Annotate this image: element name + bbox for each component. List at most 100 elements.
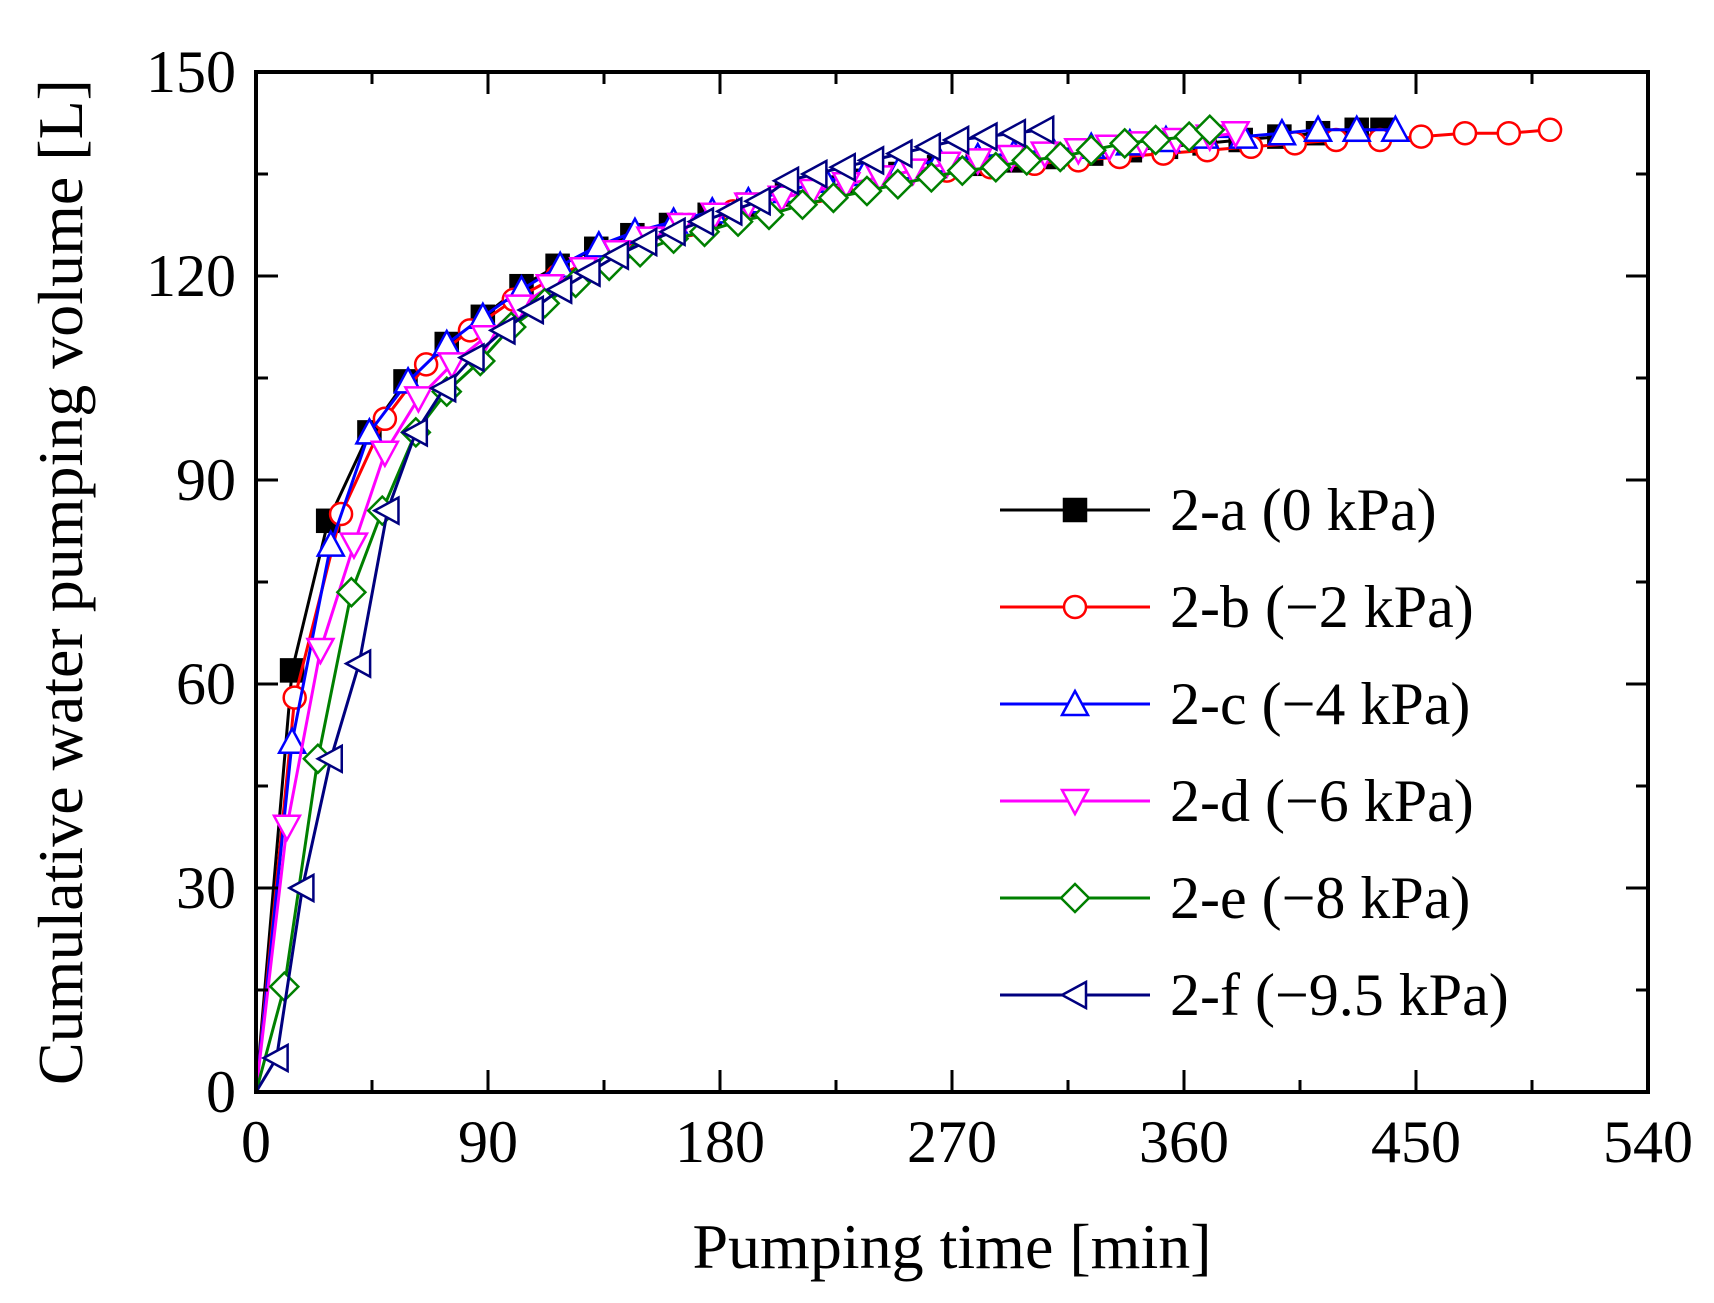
legend-item: 2-c (−4 kPa): [1000, 671, 1470, 737]
x-tick-label: 540: [1603, 1109, 1693, 1175]
data-point: [1452, 120, 1478, 146]
data-point: [372, 406, 398, 432]
data-point: [786, 188, 819, 221]
x-axis-title: Pumping time [min]: [692, 1211, 1211, 1282]
legend-label: 2-e (−8 kPa): [1170, 865, 1470, 931]
data-point: [743, 186, 771, 217]
data-point: [1266, 117, 1298, 146]
legend-marker: [1059, 979, 1088, 1011]
data-point: [1044, 141, 1077, 173]
data-point: [1026, 114, 1055, 145]
data-point: [1220, 120, 1251, 149]
series-2-f-9-5-kpa: [254, 114, 1055, 1093]
data-point: [276, 726, 308, 755]
legend: 2-a (0 kPa) 2-b (−2 kPa) 2-c (−4 kPa) 2-d (…: [1000, 477, 1509, 1028]
data-point: [941, 124, 970, 156]
data-point: [1496, 120, 1522, 146]
data-point: [286, 872, 315, 904]
x-tick-label: 270: [907, 1109, 997, 1175]
data-point: [884, 138, 913, 169]
data-point: [354, 416, 385, 445]
y-axis-title: Cumulative water pumping volume [L]: [25, 79, 96, 1085]
data-point: [403, 386, 434, 415]
data-point: [714, 196, 743, 227]
x-tick-label: 90: [458, 1109, 518, 1175]
legend-label: 2-a (0 kPa): [1170, 477, 1437, 543]
axes: 0 90 180 270 360 450 540 0 30 60 90 120 150: [146, 39, 1693, 1175]
data-point: [962, 148, 993, 177]
x-tick-label: 450: [1371, 1109, 1461, 1175]
data-point: [338, 532, 370, 561]
data-point: [1341, 114, 1372, 143]
data-point: [856, 145, 885, 176]
legend-marker: [1059, 688, 1091, 717]
legend-marker: [1059, 788, 1091, 817]
data-point: [305, 637, 336, 666]
data-point: [915, 161, 948, 194]
legend-label: 2-b (−2 kPa): [1170, 574, 1474, 640]
legend-item: 2-a (0 kPa): [1000, 477, 1437, 543]
data-point: [1302, 114, 1334, 143]
data-point: [487, 315, 516, 346]
data-point: [436, 352, 468, 381]
data-point: [516, 294, 545, 326]
data-point: [1380, 114, 1411, 143]
data-point: [980, 151, 1012, 183]
plot-area: [254, 70, 1650, 1094]
data-point: [1139, 124, 1172, 156]
y-tick-label: 0: [206, 1059, 236, 1125]
data-point: [686, 206, 715, 237]
y-tick-label: 150: [146, 39, 236, 105]
y-tick-label: 30: [176, 855, 236, 921]
data-point: [882, 168, 914, 200]
series-line: [254, 131, 1236, 1093]
data-point: [371, 495, 400, 526]
data-point: [657, 216, 686, 247]
series-line: [254, 128, 1043, 1093]
data-point: [828, 152, 856, 183]
y-tick-label: 90: [176, 447, 236, 513]
legend-item: 2-b (−2 kPa): [1000, 574, 1474, 640]
data-point: [572, 257, 601, 288]
data-point: [766, 185, 797, 214]
data-point: [946, 154, 979, 187]
legend-item: 2-e (−8 kPa): [1000, 865, 1470, 931]
legend-marker: [1062, 497, 1088, 523]
legend-marker: [1059, 882, 1091, 914]
legend-item: 2-d (−6 kPa): [1000, 768, 1474, 834]
x-tick-label: 180: [675, 1109, 765, 1175]
legend-item: 2-f (−9.5 kPa): [1000, 962, 1509, 1028]
legend-label: 2-f (−9.5 kPa): [1170, 962, 1509, 1028]
data-point: [544, 274, 573, 305]
data-point: [343, 648, 372, 679]
data-point: [428, 373, 457, 404]
data-point: [1194, 114, 1226, 146]
data-point: [1537, 117, 1563, 143]
data-point: [898, 158, 929, 187]
data-point: [799, 158, 828, 190]
data-point: [1075, 134, 1107, 166]
data-point: [601, 240, 630, 271]
data-point: [913, 131, 942, 162]
data-point: [629, 226, 658, 258]
data-point: [1408, 124, 1434, 149]
data-point: [369, 440, 400, 469]
legend-label: 2-d (−6 kPa): [1170, 768, 1474, 834]
data-point: [315, 743, 344, 774]
y-tick-label: 60: [176, 651, 236, 717]
x-tick-label: 360: [1139, 1109, 1229, 1175]
series-group: [254, 114, 1563, 1093]
data-point: [1010, 144, 1043, 177]
data-point: [271, 814, 303, 843]
data-point: [998, 118, 1027, 149]
data-point: [335, 576, 368, 608]
legend-marker: [1062, 594, 1088, 620]
y-tick-label: 120: [146, 243, 236, 309]
data-point: [817, 182, 850, 214]
data-point: [400, 417, 429, 448]
data-point: [1108, 127, 1141, 160]
data-point: [851, 175, 883, 207]
data-point: [315, 528, 346, 557]
data-point: [771, 165, 800, 196]
